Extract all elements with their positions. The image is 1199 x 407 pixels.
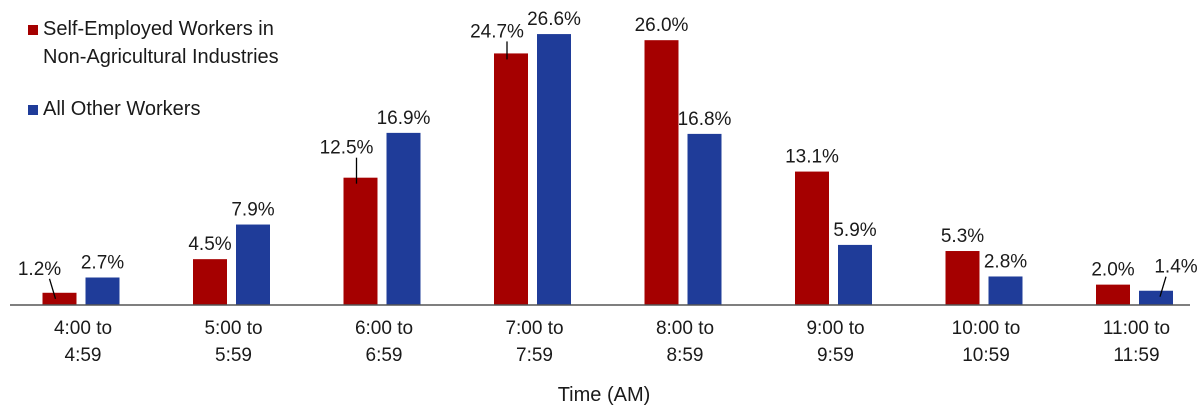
bar-all-other-6 xyxy=(988,276,1023,305)
x-tick-label-3-1: 7:59 xyxy=(516,345,553,366)
data-label-1-3: 26.6% xyxy=(527,9,581,30)
bars-layer xyxy=(42,34,1173,306)
data-label-0-5: 13.1% xyxy=(785,147,839,168)
legend: Self-Employed Workers in Non-Agricultural… xyxy=(28,18,279,120)
x-tick-label-4-1: 8:59 xyxy=(667,345,704,366)
bar-self-employed-1 xyxy=(193,259,227,305)
legend-swatch-0 xyxy=(28,25,38,35)
data-label-1-2: 16.9% xyxy=(377,108,431,129)
bar-all-other-3 xyxy=(537,34,571,306)
x-axis-title: Time (AM) xyxy=(558,384,651,406)
data-label-1-0: 2.7% xyxy=(81,253,124,274)
bar-all-other-2 xyxy=(386,132,421,305)
x-tick-label-0-1: 4:59 xyxy=(65,345,102,366)
data-label-0-1: 4.5% xyxy=(188,234,231,255)
leader-line-1-7 xyxy=(1159,276,1167,297)
data-label-0-0: 1.2% xyxy=(18,259,61,280)
bar-all-other-7 xyxy=(1139,290,1173,305)
x-tick-label-2-1: 6:59 xyxy=(366,345,403,366)
x-tick-label-5-0: 9:00 to xyxy=(806,318,864,339)
legend-label-1-0: All Other Workers xyxy=(43,98,200,120)
data-label-1-4: 16.8% xyxy=(678,109,732,130)
bar-all-other-1 xyxy=(236,224,270,305)
x-tick-label-1-1: 5:59 xyxy=(215,345,252,366)
data-label-0-7: 2.0% xyxy=(1091,260,1134,281)
x-tick-label-0-0: 4:00 to xyxy=(54,318,112,339)
x-tick-label-4-0: 8:00 to xyxy=(656,318,714,339)
bar-self-employed-3 xyxy=(494,53,528,305)
data-label-1-5: 5.9% xyxy=(833,220,876,241)
x-tick-label-7-0: 11:00 to xyxy=(1103,318,1170,339)
leader-lines-layer xyxy=(48,41,1167,299)
leader-line-0-0 xyxy=(48,278,57,299)
bar-all-other-5 xyxy=(838,244,872,305)
data-labels-layer: 1.2% 4.5% 12.5% 24.7% 26.0% 13.1% 5.3% 2.0% 2.7%… xyxy=(18,9,1198,281)
legend-swatch-1 xyxy=(28,105,38,115)
data-label-0-6: 5.3% xyxy=(941,226,984,247)
data-label-0-2: 12.5% xyxy=(320,138,374,159)
bar-self-employed-7 xyxy=(1096,284,1130,305)
legend-label-0-1: Non-Agricultural Industries xyxy=(43,46,279,68)
bar-self-employed-5 xyxy=(795,171,829,305)
bar-all-other-0 xyxy=(85,277,120,305)
bar-self-employed-4 xyxy=(644,40,679,306)
bar-self-employed-2 xyxy=(343,177,378,305)
x-tick-label-3-0: 7:00 to xyxy=(505,318,563,339)
bar-all-other-4 xyxy=(687,133,722,305)
data-label-0-3: 24.7% xyxy=(470,21,524,42)
x-tick-labels: 4:00 to 4:59 5:00 to 5:59 6:00 to 6:59 7:00 to… xyxy=(54,318,1170,366)
data-label-1-7: 1.4% xyxy=(1154,257,1197,278)
data-label-1-6: 2.8% xyxy=(984,251,1027,272)
x-tick-label-6-0: 10:00 to xyxy=(952,318,1021,339)
x-tick-label-2-0: 6:00 to xyxy=(355,318,413,339)
x-tick-label-7-1: 11:59 xyxy=(1113,345,1159,366)
data-label-1-1: 7.9% xyxy=(231,200,274,221)
legend-label-0-0: Self-Employed Workers in xyxy=(43,18,274,40)
bar-self-employed-6 xyxy=(945,251,980,305)
x-tick-label-5-1: 9:59 xyxy=(817,345,854,366)
x-tick-label-1-0: 5:00 to xyxy=(204,318,262,339)
bar-self-employed-0 xyxy=(42,292,77,305)
x-tick-label-6-1: 10:59 xyxy=(962,345,1010,366)
data-label-0-4: 26.0% xyxy=(635,15,689,36)
